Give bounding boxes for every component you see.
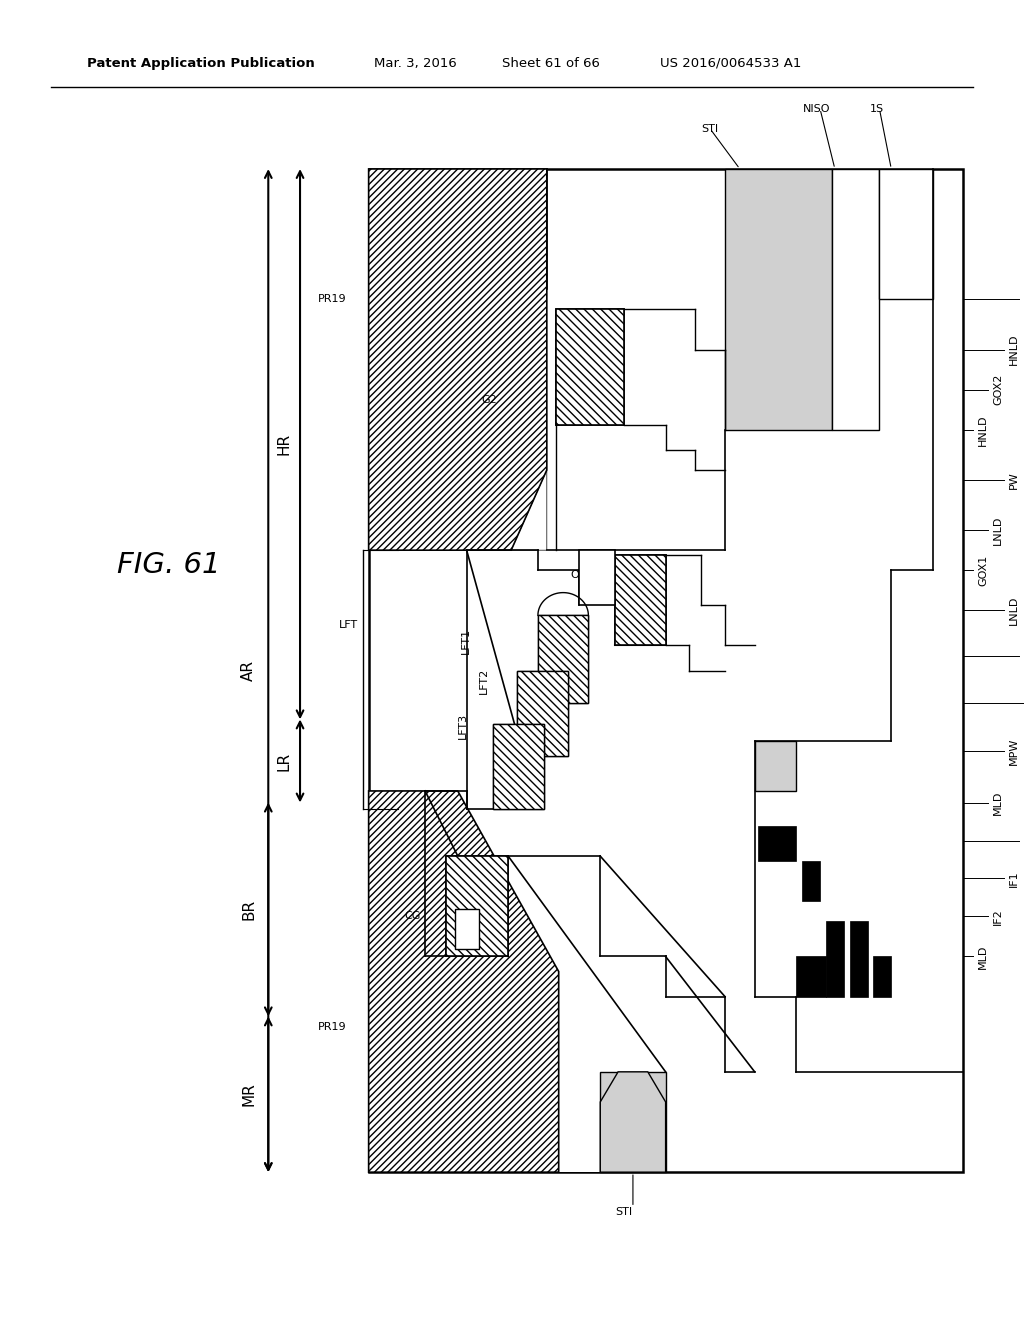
Polygon shape [369,791,559,1172]
Text: STI: STI [615,1208,633,1217]
FancyArrowPatch shape [265,805,271,1014]
Text: Sheet 61 of 66: Sheet 61 of 66 [502,57,600,70]
Text: 1S: 1S [869,104,884,114]
Polygon shape [369,169,547,550]
Polygon shape [547,430,933,791]
Text: CG: CG [404,911,421,921]
Bar [831,169,880,430]
FancyArrowPatch shape [265,1019,271,1170]
Polygon shape [517,671,567,756]
Text: LFT: LFT [339,620,358,631]
Bar [538,615,589,702]
Bar [797,957,826,997]
Text: PR19: PR19 [318,294,347,305]
Bar [802,861,820,902]
Text: G2: G2 [481,395,498,405]
Text: MLD: MLD [993,791,1004,816]
FancyArrowPatch shape [297,172,303,717]
Bar [369,169,963,1172]
Bar [556,309,624,425]
Text: LNLD: LNLD [1009,595,1019,626]
Polygon shape [508,957,600,1172]
Bar [880,169,933,300]
Text: G1: G1 [553,656,568,665]
Bar [455,909,478,949]
Text: NISO: NISO [803,104,830,114]
Polygon shape [600,1072,666,1172]
Polygon shape [538,615,589,702]
Bar [615,556,666,645]
Text: MLD: MLD [978,944,988,969]
Text: MR: MR [242,1082,256,1106]
Text: LFT3: LFT3 [458,713,468,739]
Text: STI: STI [701,124,719,133]
Text: GOX1: GOX1 [978,554,988,586]
Bar [873,957,891,997]
Text: PR19: PR19 [318,1022,347,1032]
Polygon shape [511,470,547,550]
Bar [826,921,844,997]
Text: HNLD: HNLD [978,414,988,446]
Text: HNLD: HNLD [1009,334,1019,366]
Bar [494,723,544,809]
Bar [725,169,831,430]
Bar [445,857,508,957]
Text: GOX2: GOX2 [993,374,1004,405]
Text: HR: HR [276,433,291,455]
Polygon shape [615,556,666,645]
Text: US 2016/0064533 A1: US 2016/0064533 A1 [660,57,802,70]
Text: LFT1: LFT1 [461,627,471,653]
Text: Patent Application Publication: Patent Application Publication [87,57,314,70]
Bar [517,671,567,756]
Text: BR: BR [242,899,256,920]
Text: AR: AR [242,660,256,681]
Bar [850,921,867,997]
Polygon shape [494,723,544,809]
Text: IF2: IF2 [993,908,1004,925]
Text: LFT2: LFT2 [478,668,488,694]
Text: FIG. 61: FIG. 61 [117,550,221,579]
Bar [600,1072,666,1172]
Bar [755,741,797,791]
Text: LNLD: LNLD [993,515,1004,545]
FancyArrowPatch shape [265,172,271,1170]
Text: MPW: MPW [1009,737,1019,764]
Text: PW: PW [1009,471,1019,488]
Bar [758,826,797,861]
FancyArrowPatch shape [297,722,303,800]
Text: OX2: OX2 [570,570,593,581]
Bar [580,550,615,606]
Polygon shape [445,857,508,957]
Text: LR: LR [276,751,291,771]
Text: Mar. 3, 2016: Mar. 3, 2016 [374,57,457,70]
Polygon shape [556,309,624,425]
Text: IF1: IF1 [1009,870,1019,887]
